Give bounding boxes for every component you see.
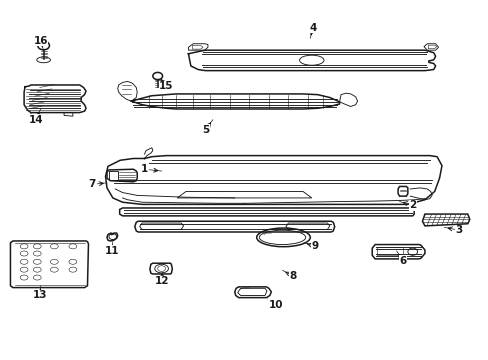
Text: 12: 12 <box>154 276 168 286</box>
Text: 16: 16 <box>33 36 48 46</box>
Text: 9: 9 <box>311 241 318 251</box>
Text: 5: 5 <box>202 125 209 135</box>
Text: 1: 1 <box>141 164 148 174</box>
Text: 4: 4 <box>308 23 316 33</box>
Text: 15: 15 <box>159 81 173 91</box>
Text: 3: 3 <box>454 225 462 235</box>
Text: 13: 13 <box>32 291 47 301</box>
Text: 6: 6 <box>399 256 406 266</box>
Text: 10: 10 <box>268 300 283 310</box>
Text: 8: 8 <box>289 271 296 281</box>
Text: 14: 14 <box>28 115 43 125</box>
Text: 7: 7 <box>88 179 96 189</box>
Text: 2: 2 <box>408 200 415 210</box>
Text: 11: 11 <box>104 246 119 256</box>
